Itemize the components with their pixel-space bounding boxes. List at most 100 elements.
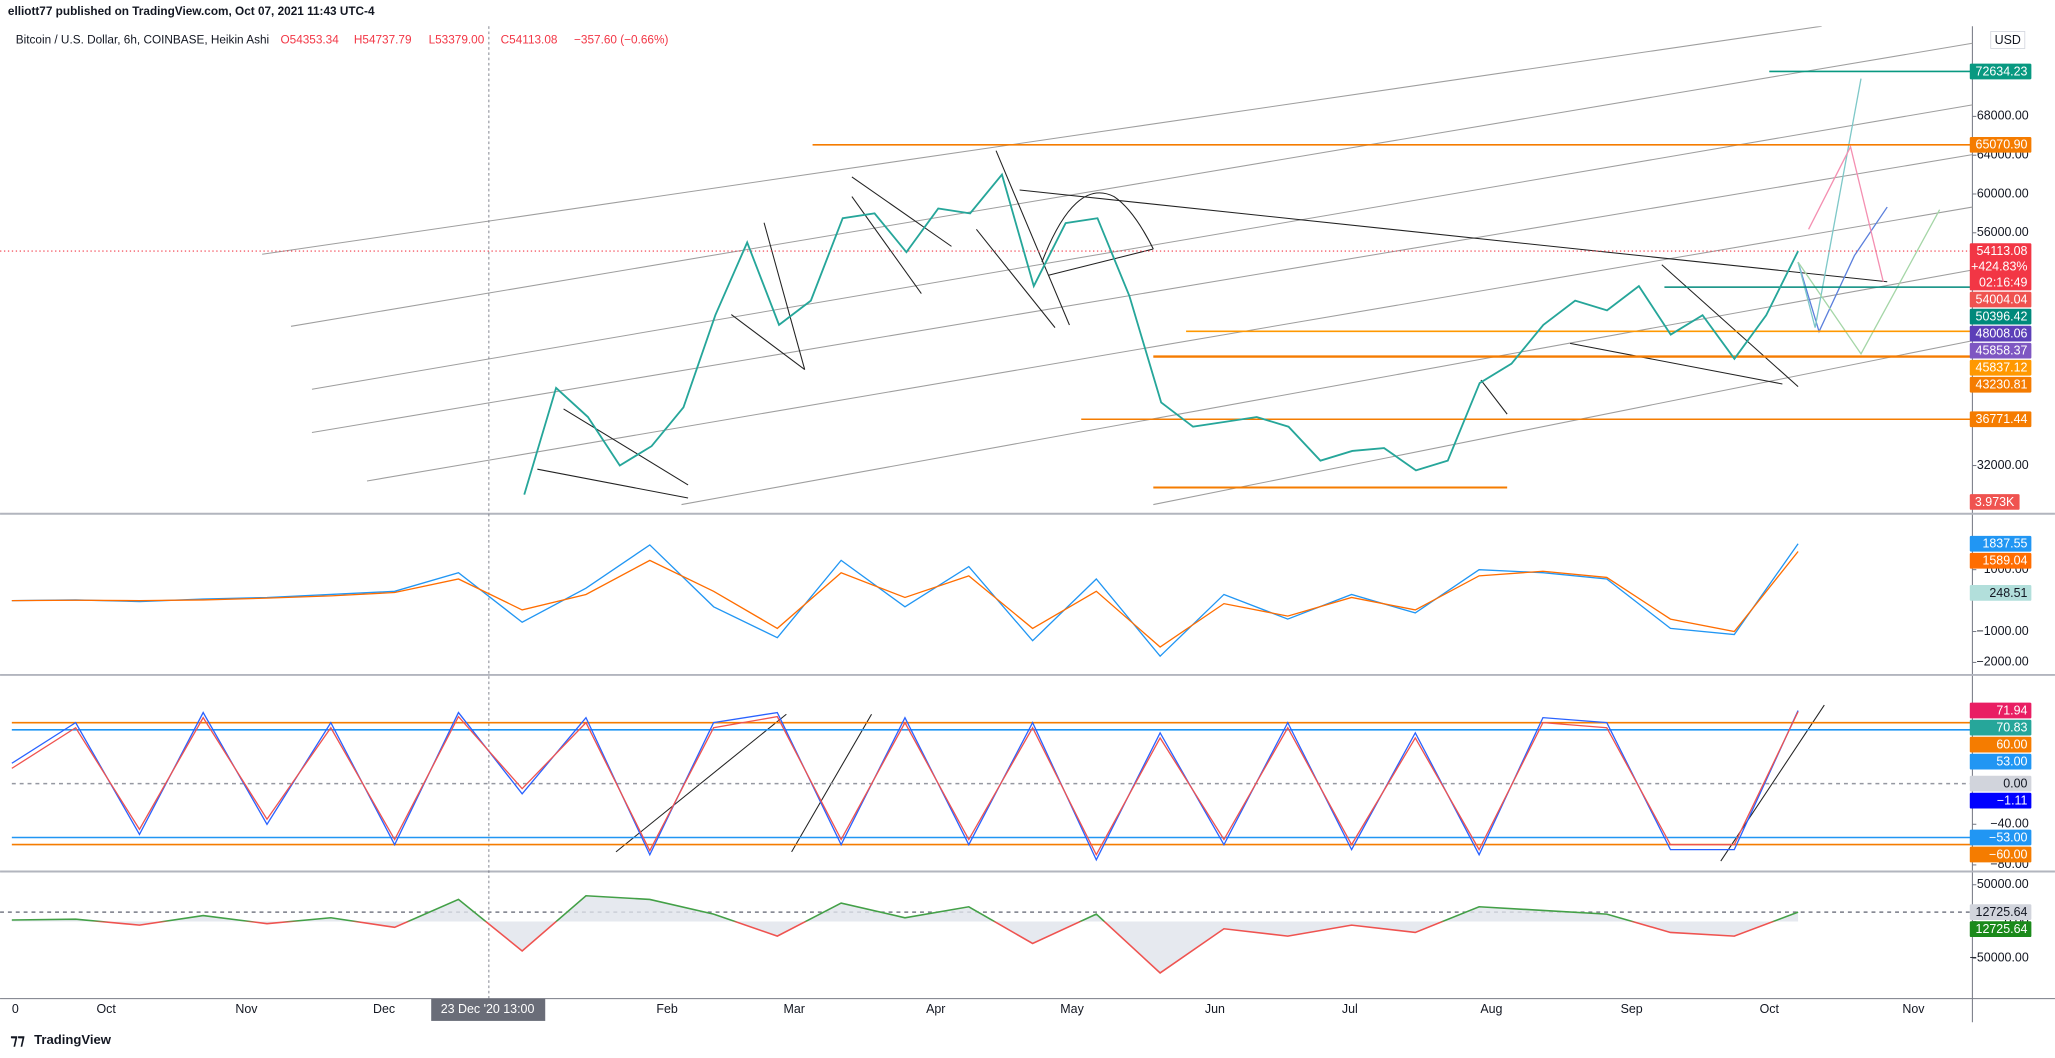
currency: USD: [1995, 33, 2021, 47]
pane: [0, 894, 1973, 974]
change: −357.60 (−0.66%): [574, 34, 668, 47]
channel-line: [366, 206, 1973, 482]
volume-tag: [1969, 494, 2020, 510]
price-tag-extra: +424.83%: [1971, 260, 2027, 274]
price-tag-label: 248.51: [1989, 586, 2027, 600]
time-label: May: [1060, 1002, 1084, 1016]
channel-line: [1153, 340, 1973, 506]
price-tag: [1969, 904, 2032, 920]
trend-line: [763, 222, 806, 370]
series-line: [11, 710, 1799, 862]
trend-line: [851, 196, 922, 294]
time-label: Sep: [1621, 1002, 1643, 1016]
trend-line: [1661, 264, 1799, 388]
price-tag-label: 45837.12: [1976, 361, 2028, 375]
pane: [11, 710, 1973, 862]
y-tick-label: 60000.00: [1977, 186, 2029, 200]
time-label: Feb: [656, 1002, 678, 1016]
series-line: [11, 551, 1799, 648]
trend-line: [1019, 189, 1888, 283]
trend-line: [1720, 704, 1825, 862]
projection: [1807, 144, 1884, 282]
price-tag-label: 45858.37: [1976, 344, 2028, 358]
symbol: Bitcoin / U.S. Dollar, 6h, COINBASE, Hei…: [16, 34, 269, 47]
price-tag-label: 0.00: [2003, 777, 2027, 791]
low: L53379.00: [429, 34, 485, 47]
arc: [1041, 192, 1154, 263]
price-tag: [1969, 308, 2032, 325]
high: H54737.79: [354, 34, 412, 47]
price-tag-label: 72634.23: [1976, 64, 2028, 78]
price-tag: [1969, 775, 2032, 792]
price-tag: [1969, 702, 2032, 719]
y-tick-label: 50000.00: [1977, 877, 2029, 891]
price-tag: [1969, 359, 2032, 376]
price-tag: [1969, 376, 2032, 393]
trend-line: [851, 176, 952, 247]
price-tag: [1969, 921, 2032, 938]
y-tick-label: −40.00: [1990, 817, 2028, 831]
y-tick-label: −1000.00: [1977, 624, 2029, 638]
channel-line: [290, 42, 1973, 327]
price-tag-label: 54113.08: [1976, 244, 2027, 258]
trend-line: [1048, 248, 1154, 276]
publisher: elliott77 published on TradingView.com, …: [8, 5, 375, 18]
price-tag: [1969, 719, 2032, 736]
trend-line: [563, 408, 689, 486]
close: C54113.08: [501, 34, 558, 47]
price-tag: [1969, 342, 2032, 359]
channel-line: [262, 26, 1822, 255]
trend-line: [731, 314, 806, 370]
price-tag-label: 12725.64: [1976, 905, 2028, 919]
price-tag: [1969, 63, 2032, 80]
projection: [1797, 78, 1862, 328]
open: O54353.34: [280, 34, 339, 47]
time-label: Nov: [1902, 1002, 1925, 1016]
price-tag-label: −1.11: [1997, 794, 2028, 808]
price-tag-extra: 02:16:49: [1979, 275, 2027, 289]
price-tag-label: 1589.04: [1982, 554, 2027, 568]
time-label: Jul: [1342, 1002, 1358, 1016]
time-label: Dec: [373, 1002, 395, 1016]
price-tag: [1969, 535, 2032, 552]
price-tag-label: 48008.06: [1976, 327, 2028, 341]
price-tag: [1969, 552, 2032, 569]
crosshair-label: 23 Dec '20 13:00: [441, 1002, 535, 1016]
y-tick-label: 32000.00: [1977, 458, 2029, 472]
area-fill: [11, 895, 1799, 973]
time-label: 0: [12, 1002, 19, 1016]
y-tick-label: 56000.00: [1977, 225, 2029, 239]
trend-line: [615, 713, 787, 853]
trend-line: [995, 150, 1070, 326]
price-tag: [1969, 325, 2032, 342]
series-line: [523, 172, 1799, 495]
logo: ⁊⁊: [11, 1032, 25, 1048]
pane: [11, 543, 1799, 658]
price-tag: [1969, 585, 2032, 601]
price-tag: [1969, 753, 2032, 770]
drawings: [262, 26, 1973, 862]
price-tag: [1969, 136, 2032, 153]
price-tag: [1969, 792, 2032, 809]
time-label: Oct: [1760, 1002, 1780, 1016]
price-tag-label: −60.00: [1989, 847, 2027, 861]
series-line: [11, 711, 1799, 857]
price-tag-label: 50396.42: [1976, 310, 2028, 324]
price-tag: [1969, 243, 2032, 291]
line-positive: [11, 894, 1799, 922]
trend-line: [537, 468, 689, 499]
crosshair-label-box: [431, 998, 546, 1021]
trend-line: [975, 229, 1056, 328]
price-tag: [1969, 829, 2032, 846]
price-tag-label: 1837.55: [1982, 537, 2027, 551]
time-label: Oct: [97, 1002, 117, 1016]
time-label: Nov: [235, 1002, 258, 1016]
price-tag-label: 12725.64: [1976, 922, 2028, 936]
y-tick-label: −50000.00: [1970, 950, 2029, 964]
pane: [0, 70, 1973, 495]
time-label: Jun: [1205, 1002, 1225, 1016]
